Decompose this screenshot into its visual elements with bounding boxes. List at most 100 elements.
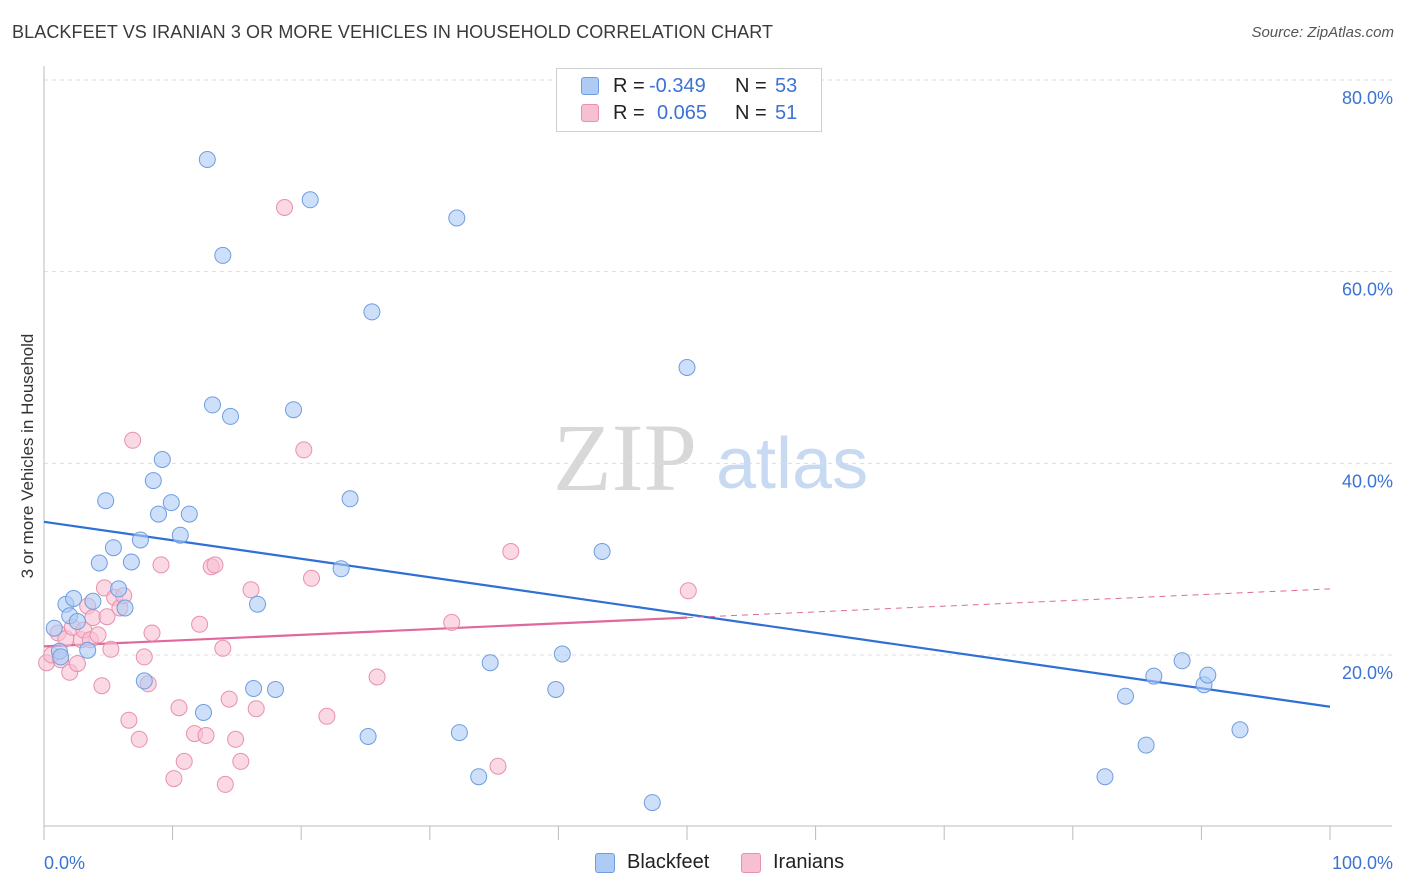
point-blackfeet (301, 191, 319, 209)
point-blackfeet (116, 599, 134, 617)
point-blackfeet (285, 401, 302, 419)
point-blackfeet (593, 543, 611, 560)
point-blackfeet (553, 645, 571, 663)
point-blackfeet (1137, 736, 1155, 754)
point-blackfeet (180, 505, 198, 523)
watermark-atlas: atlas (716, 424, 868, 504)
point-iranians (135, 648, 153, 666)
point-blackfeet (643, 794, 661, 812)
legend-r-value: -0.349 (649, 75, 706, 97)
chart-title: BLACKFEET VS IRANIAN 3 OR MORE VEHICLES … (12, 22, 774, 42)
x-tick-labels: 0.0% 100.0% (44, 853, 1393, 873)
x-ticks (43, 826, 1331, 840)
point-blackfeet (678, 359, 696, 376)
point-iranians (214, 639, 232, 657)
point-blackfeet (131, 531, 149, 549)
point-blackfeet (84, 592, 102, 610)
point-iranians (206, 556, 224, 574)
y-tick-label: 80.0% (1342, 88, 1393, 108)
point-blackfeet (45, 619, 63, 637)
data-points (38, 151, 1249, 812)
point-blackfeet (90, 554, 108, 572)
point-iranians (443, 613, 461, 631)
legend-n-label: N = (735, 102, 767, 124)
legend-n-value: 53 (775, 75, 798, 97)
trend-line-blackfeet (43, 520, 1331, 708)
point-blackfeet (171, 526, 189, 544)
point-blackfeet (1231, 721, 1249, 739)
point-iranians (120, 711, 138, 729)
point-blackfeet (341, 490, 359, 508)
point-iranians (247, 700, 265, 718)
bottom-legend-swatch-blackfeet (595, 853, 615, 873)
axes (43, 66, 1392, 827)
point-iranians (170, 699, 188, 717)
point-iranians (227, 730, 245, 748)
point-blackfeet (204, 396, 221, 414)
point-iranians (303, 569, 320, 587)
point-blackfeet (198, 151, 216, 168)
point-blackfeet (363, 303, 381, 321)
point-blackfeet (332, 560, 350, 578)
y-tick-labels: 20.0% 40.0% 60.0% 80.0% (1342, 88, 1393, 683)
point-blackfeet (144, 472, 162, 490)
point-iranians (242, 581, 260, 599)
point-blackfeet (1199, 666, 1217, 684)
point-iranians (84, 609, 102, 627)
point-iranians (165, 770, 183, 788)
point-blackfeet (547, 681, 565, 698)
point-iranians (89, 626, 107, 644)
correlation-legend: R = -0.349 N = 53 R = 0.065 N = 51 (556, 68, 822, 132)
point-iranians (130, 730, 148, 748)
point-iranians (124, 431, 142, 449)
point-iranians (68, 655, 86, 673)
bottom-legend-iranians: Iranians (741, 850, 861, 874)
point-blackfeet (448, 209, 466, 227)
legend-r-value: 0.065 (657, 102, 708, 124)
point-iranians (152, 556, 170, 574)
y-tick-label: 40.0% (1342, 471, 1393, 491)
watermark: ZIP atlas (553, 404, 868, 511)
point-blackfeet (150, 505, 167, 523)
legend-swatch-iranians (581, 104, 599, 122)
point-blackfeet (1117, 687, 1134, 705)
point-iranians (679, 582, 697, 600)
point-blackfeet (195, 704, 212, 721)
grid (44, 79, 1392, 656)
legend-r-label: R = (613, 75, 645, 97)
x-tick-label: 100.0% (1332, 853, 1393, 873)
legend-r-label: R = (613, 102, 645, 124)
legend-n-value: 51 (775, 102, 798, 124)
legend-n-label: N = (735, 75, 767, 97)
bottom-legend-label: Iranians (773, 851, 845, 873)
point-iranians (93, 677, 111, 695)
point-iranians (143, 624, 161, 642)
watermark-zip: ZIP (553, 404, 697, 511)
point-blackfeet (68, 613, 86, 630)
point-blackfeet (470, 768, 488, 786)
point-blackfeet (162, 494, 180, 512)
point-blackfeet (267, 681, 284, 698)
point-blackfeet (110, 580, 128, 598)
point-blackfeet (450, 724, 468, 742)
x-tick-label: 0.0% (44, 853, 85, 873)
bottom-legend-swatch-iranians (741, 853, 761, 873)
point-blackfeet (1096, 768, 1114, 786)
point-iranians (102, 640, 120, 658)
point-iranians (276, 199, 293, 216)
point-blackfeet (79, 641, 97, 659)
point-blackfeet (481, 654, 499, 672)
point-iranians (175, 752, 193, 770)
point-iranians (197, 727, 215, 744)
point-blackfeet (1145, 667, 1163, 685)
point-blackfeet (65, 590, 83, 607)
bottom-legend-label: Blackfeet (627, 851, 710, 873)
point-blackfeet (245, 680, 263, 697)
legend-swatch-blackfeet (581, 77, 599, 95)
trend-extension-iranians (686, 588, 1331, 619)
point-blackfeet (122, 553, 140, 571)
point-iranians (368, 668, 386, 686)
point-blackfeet (214, 246, 232, 264)
bottom-legend-blackfeet: Blackfeet (595, 850, 725, 874)
